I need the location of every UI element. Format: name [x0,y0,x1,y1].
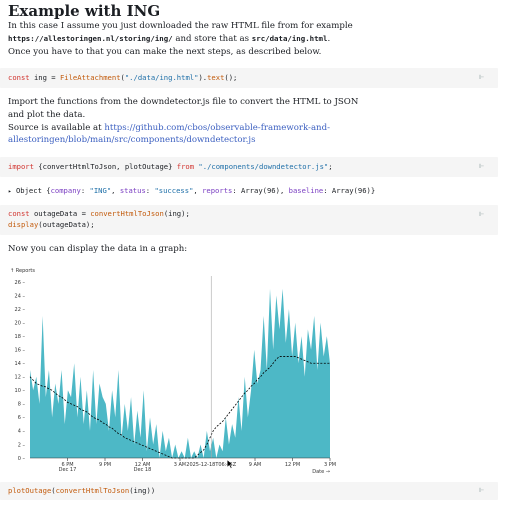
code-line: import {convertHtmlToJson, plotOutage} f… [8,162,333,173]
code-keyword: from [176,162,195,171]
import-line-1: Import the functions from the downdetect… [8,97,359,107]
code-function: convertHtmlToJson [90,209,164,218]
cursor-label: 2025-12-18T06:45Z [186,462,237,468]
y-tick-label: 0 – [18,456,26,462]
intro-line-1: In this case I assume you just downloade… [8,21,353,31]
code-punct: ) [150,486,156,495]
code-keyword: import [8,162,34,171]
outage-chart[interactable]: ↑ Reports 0 – 2 – 4 – 6 – 8 – 10 – 12 – 14 – 16 –… [0,262,340,474]
y-tick-label: 16 – [15,347,26,353]
code-text: (ing) [129,486,151,495]
pin-icon[interactable]: ⊩ [479,487,485,494]
code-text: outageData = [29,209,91,218]
y-tick-label: 2 – [18,442,26,448]
code-keyword: const [8,73,30,82]
page-title: Example with ING [8,2,161,20]
x-tick-sublabel: Dec 17 [59,467,77,473]
y-tick-label: 24 – [15,293,26,299]
x-tick-label: 9 PM [99,462,111,468]
code-punct: (); [224,73,238,82]
code-cell-4[interactable]: plotOutage(convertHtmlToJson(ing)) ⊩ [0,482,498,500]
mouse-cursor-icon [227,459,234,469]
y-tick-label: 14 – [15,361,26,367]
pin-icon[interactable]: ⊩ [479,211,485,218]
y-tick-label: 18 – [15,334,26,340]
code-function: display [8,219,39,229]
y-tick-label: 26 – [15,280,26,286]
reports-area [30,288,330,458]
x-tick-label: 3 AM [174,462,187,468]
code-function: convertHtmlToJson [55,486,130,495]
triangle-right-icon[interactable]: ▸ [8,188,12,195]
intro-path: src/data/ing.html [251,33,328,43]
object-suffix: } [370,186,376,195]
code-cell-2[interactable]: import {convertHtmlToJson, plotOutage} f… [0,157,498,177]
object-key: company [50,186,81,195]
source-prefix: Source is available at [8,122,105,133]
intro-paragraph: In this case I assume you just downloade… [8,20,353,58]
object-prefix: Object { [15,186,51,195]
code-cell-1[interactable]: const ing = FileAttachment("./data/ing.h… [0,68,498,88]
code-text: (ing); [163,209,190,218]
object-value: Array(96) [331,186,371,195]
code-keyword: const [8,209,30,218]
object-output[interactable]: ▸ Object {company: "ING", status: "succe… [8,186,376,195]
code-method: text [207,73,225,82]
intro-line-3: Once you have to that you can make the n… [8,46,322,57]
object-value: "success" [154,186,194,195]
source-line: Source is available at https://github.co… [8,122,358,135]
code-punct: ( [120,73,125,82]
y-tick-label: 8 – [18,402,26,408]
code-function: FileAttachment [59,73,121,82]
source-line-2: allestoringen/blob/main/src/components/d… [8,134,358,147]
y-tick-label: 6 – [18,415,26,421]
code-punct: ). [198,73,208,82]
code-function: plotOutage [8,486,52,495]
intro-period: . [327,33,331,44]
intro-text: and store that as [172,33,252,44]
x-tick-sublabel: Dec 18 [134,467,152,473]
x-tick-label: 12 AM [135,462,151,468]
code-punct: ( [51,486,56,495]
x-tick-label: 12 PM [285,462,300,468]
x-tick-label: 9 AM [249,462,262,468]
code-text: (outageData); [38,219,95,229]
intro-line-2: https://allestoringen.nl/storing/ing/ an… [8,33,353,46]
import-line-2: and plot the data. [8,109,86,120]
pin-icon[interactable]: ⊩ [479,163,485,170]
object-key: baseline [288,186,324,195]
x-axis-label: Date → [312,469,330,474]
y-tick-label: 20 – [15,320,26,326]
object-key: status [119,186,146,195]
x-tick-label: 6 PM [61,462,73,468]
y-tick-label: 4 – [18,429,26,435]
y-axis-label: ↑ Reports [10,268,35,274]
baseline-line [29,356,330,459]
pin-icon[interactable]: ⊩ [479,74,485,81]
source-link[interactable]: https://github.com/cbos/observable-frame… [104,122,331,133]
code-string: "./components/downdetector.js" [198,162,329,171]
x-tick-label: 3 PM [324,462,336,468]
intro-url: https://allestoringen.nl/storing/ing/ [8,33,173,43]
object-value: Array(96) [241,186,280,195]
code-text: {convertHtmlToJson, plotOutage} [33,162,177,171]
y-tick-label: 12 – [15,375,26,381]
object-key: reports [202,186,233,195]
code-block: const outageData = convertHtmlToJson(ing… [8,209,190,230]
source-link-continued[interactable]: allestoringen/blob/main/src/components/d… [8,135,256,146]
graph-intro: Now you can display the data in a graph: [8,244,188,254]
code-line: const ing = FileAttachment("./data/ing.h… [8,73,237,84]
code-cell-3[interactable]: const outageData = convertHtmlToJson(ing… [0,205,498,235]
import-paragraph: Import the functions from the downdetect… [8,96,358,147]
object-value: "ING" [89,186,112,195]
code-line: plotOutage(convertHtmlToJson(ing)) [8,486,155,497]
y-tick-label: 22 – [15,307,26,313]
code-string: "./data/ing.html" [124,73,199,82]
y-tick-label: 10 – [15,388,26,394]
code-punct: ; [328,162,333,171]
code-text: ing = [29,73,60,82]
